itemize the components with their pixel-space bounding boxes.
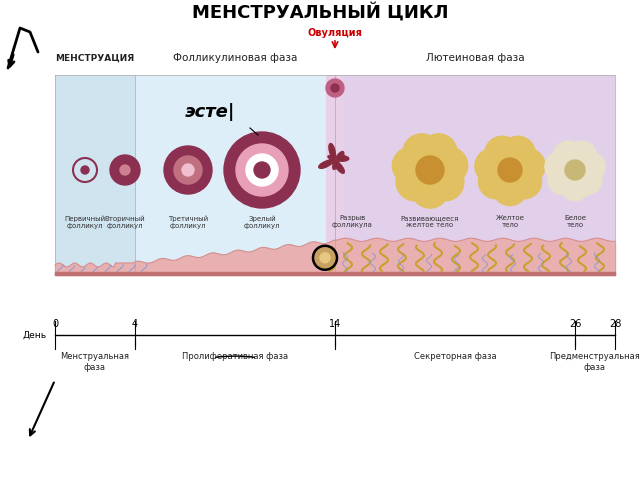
Ellipse shape bbox=[510, 149, 545, 183]
Bar bbox=[135, 75, 335, 275]
Text: Секреторная фаза: Секреторная фаза bbox=[413, 352, 496, 361]
Ellipse shape bbox=[326, 79, 344, 97]
Ellipse shape bbox=[431, 147, 468, 184]
Ellipse shape bbox=[560, 171, 590, 201]
Ellipse shape bbox=[313, 246, 337, 270]
Ellipse shape bbox=[174, 156, 202, 184]
Text: эсте|: эсте| bbox=[185, 103, 236, 121]
Ellipse shape bbox=[565, 160, 585, 180]
Text: Разрыв
фолликула: Разрыв фолликула bbox=[332, 215, 372, 228]
Ellipse shape bbox=[254, 162, 270, 178]
Text: Овуляция: Овуляция bbox=[308, 28, 362, 38]
Text: Менструальная
фаза: Менструальная фаза bbox=[61, 352, 129, 372]
Ellipse shape bbox=[320, 253, 330, 263]
Ellipse shape bbox=[479, 164, 513, 199]
Bar bbox=[326, 75, 344, 275]
Text: Желтое
тело: Желтое тело bbox=[495, 215, 524, 228]
Ellipse shape bbox=[545, 152, 575, 181]
Ellipse shape bbox=[416, 156, 444, 184]
Text: Фолликулиновая фаза: Фолликулиновая фаза bbox=[173, 53, 297, 63]
Text: Развивающееся
желтое тело: Развивающееся желтое тело bbox=[401, 215, 459, 228]
Polygon shape bbox=[319, 144, 349, 173]
Ellipse shape bbox=[554, 141, 583, 171]
Ellipse shape bbox=[572, 165, 602, 194]
Ellipse shape bbox=[420, 134, 457, 171]
Text: 14: 14 bbox=[329, 319, 341, 329]
Ellipse shape bbox=[507, 164, 541, 199]
Ellipse shape bbox=[246, 154, 278, 186]
Ellipse shape bbox=[493, 171, 527, 205]
Text: Предменструальная
фаза: Предменструальная фаза bbox=[550, 352, 640, 372]
Ellipse shape bbox=[164, 146, 212, 194]
Ellipse shape bbox=[396, 164, 433, 201]
Text: Третичный
фолликул: Третичный фолликул bbox=[168, 215, 208, 228]
Text: День: День bbox=[23, 331, 47, 339]
Ellipse shape bbox=[548, 165, 578, 194]
Text: 4: 4 bbox=[132, 319, 138, 329]
Ellipse shape bbox=[567, 141, 596, 171]
Ellipse shape bbox=[81, 166, 89, 174]
Text: Лютеиновая фаза: Лютеиновая фаза bbox=[426, 53, 524, 63]
Ellipse shape bbox=[224, 132, 300, 208]
Text: Пролиферативная фаза: Пролиферативная фаза bbox=[182, 352, 288, 361]
Ellipse shape bbox=[412, 171, 449, 208]
Ellipse shape bbox=[475, 149, 509, 183]
Ellipse shape bbox=[110, 155, 140, 185]
Ellipse shape bbox=[236, 144, 288, 196]
Ellipse shape bbox=[392, 147, 429, 184]
Polygon shape bbox=[319, 144, 349, 173]
Text: МЕНСТРУАЦИЯ: МЕНСТРУАЦИЯ bbox=[56, 53, 134, 62]
Ellipse shape bbox=[498, 158, 522, 182]
Ellipse shape bbox=[120, 165, 130, 175]
Ellipse shape bbox=[427, 164, 464, 201]
Ellipse shape bbox=[575, 152, 605, 181]
Ellipse shape bbox=[500, 136, 535, 171]
Ellipse shape bbox=[484, 136, 520, 171]
Text: 26: 26 bbox=[569, 319, 581, 329]
Bar bbox=[344, 75, 615, 275]
Bar bbox=[55, 75, 135, 275]
Text: 28: 28 bbox=[609, 319, 621, 329]
Text: Зрелый
фолликул: Зрелый фолликул bbox=[244, 215, 280, 228]
Text: Белое
тело: Белое тело bbox=[564, 215, 586, 228]
Ellipse shape bbox=[403, 134, 440, 171]
Ellipse shape bbox=[331, 84, 339, 92]
Ellipse shape bbox=[182, 164, 194, 176]
Text: Вторичный
фолликул: Вторичный фолликул bbox=[105, 215, 145, 228]
Text: Первичный
фолликул: Первичный фолликул bbox=[65, 215, 106, 228]
Text: МЕНСТРУАЛЬНЫЙ ЦИКЛ: МЕНСТРУАЛЬНЫЙ ЦИКЛ bbox=[192, 2, 448, 22]
Text: 0: 0 bbox=[52, 319, 58, 329]
